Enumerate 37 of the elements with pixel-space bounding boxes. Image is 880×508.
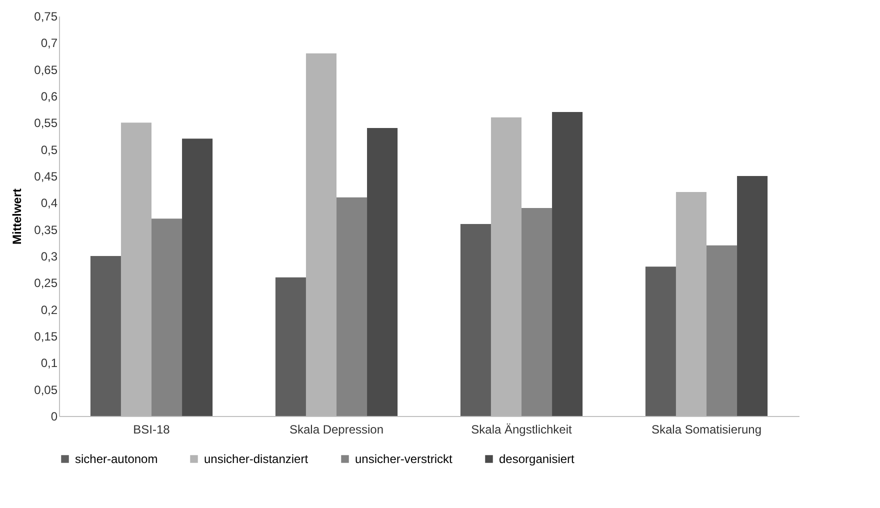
- legend-label: desorganisiert: [499, 452, 576, 466]
- y-tick-label: 0,2: [40, 302, 58, 317]
- y-tick-label: 0,5: [40, 142, 58, 157]
- x-tick-label: Skala Depression: [289, 422, 384, 436]
- y-tick-label: 0,7: [40, 36, 58, 50]
- y-tick-label: 0,25: [34, 276, 58, 290]
- y-tick-label: 0,05: [34, 382, 58, 397]
- legend-label: unsicher-distanziert: [204, 452, 309, 466]
- y-tick-label: 0,4: [40, 196, 58, 210]
- bar: [367, 128, 398, 416]
- bar: [182, 138, 213, 416]
- x-tick-label: BSI-18: [133, 422, 170, 436]
- y-tick-label: 0,3: [40, 250, 58, 264]
- bar: [152, 218, 182, 416]
- y-tick-label: 0,1: [40, 356, 58, 370]
- y-tick-label: 0,55: [34, 116, 58, 130]
- y-tick-label: 0,65: [34, 62, 58, 77]
- bar: [737, 176, 768, 416]
- bar: [275, 277, 306, 416]
- bar: [522, 208, 552, 416]
- legend-label: sicher-autonom: [75, 452, 158, 466]
- bar: [460, 224, 491, 416]
- bar: [706, 245, 738, 416]
- y-tick-label: 0,75: [34, 10, 58, 24]
- y-tick-label: 0,6: [40, 90, 58, 104]
- legend-label: unsicher-verstrickt: [355, 452, 454, 466]
- y-tick-label: 0,45: [34, 170, 58, 184]
- y-axis-title: Mittelwert: [10, 188, 24, 245]
- y-tick-label: 0,35: [34, 222, 58, 237]
- x-tick-label: Skala Somatisierung: [651, 422, 762, 436]
- bar: [90, 256, 121, 416]
- bar: [552, 112, 583, 416]
- bar: [645, 266, 676, 416]
- y-tick-label: 0: [50, 410, 58, 424]
- y-tick-label: 0,15: [34, 330, 58, 344]
- x-tick-label: Skala Ängstlichkeit: [471, 422, 573, 436]
- bar: [336, 197, 368, 416]
